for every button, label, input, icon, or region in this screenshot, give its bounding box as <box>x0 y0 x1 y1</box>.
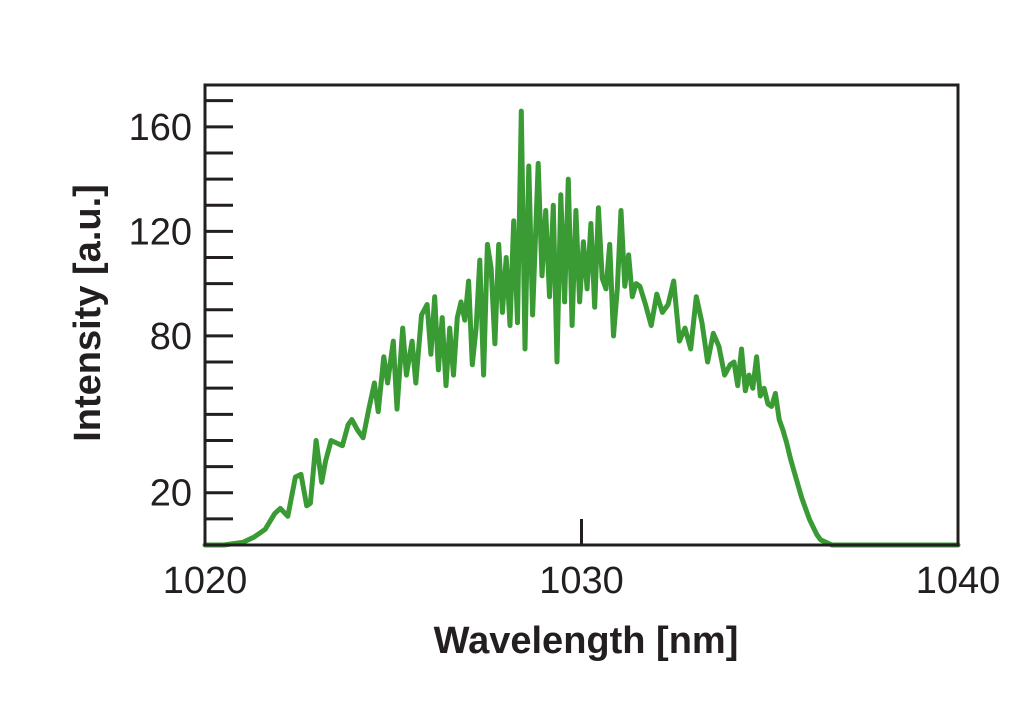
y-tick-label: 80 <box>150 316 192 358</box>
plot-frame <box>203 83 960 547</box>
y-tick-label: 120 <box>129 211 192 253</box>
x-tick-label: 1030 <box>539 560 624 602</box>
x-axis-label: Wavelength [nm] <box>434 620 739 662</box>
intensity-spectrum-line <box>202 108 961 548</box>
x-tick-label: 1020 <box>163 560 248 602</box>
y-tick-labels: 20 80 120 160 <box>129 107 192 515</box>
y-tick-label: 160 <box>129 107 192 149</box>
x-tick-labels: 1020 1030 1040 <box>163 560 1001 602</box>
y-tick-label: 20 <box>150 473 192 515</box>
x-tick-label: 1040 <box>916 560 1001 602</box>
y-axis-label: Intensity [a.u.] <box>67 184 109 442</box>
y-minor-ticks <box>205 99 233 521</box>
x-ticks <box>203 519 960 545</box>
